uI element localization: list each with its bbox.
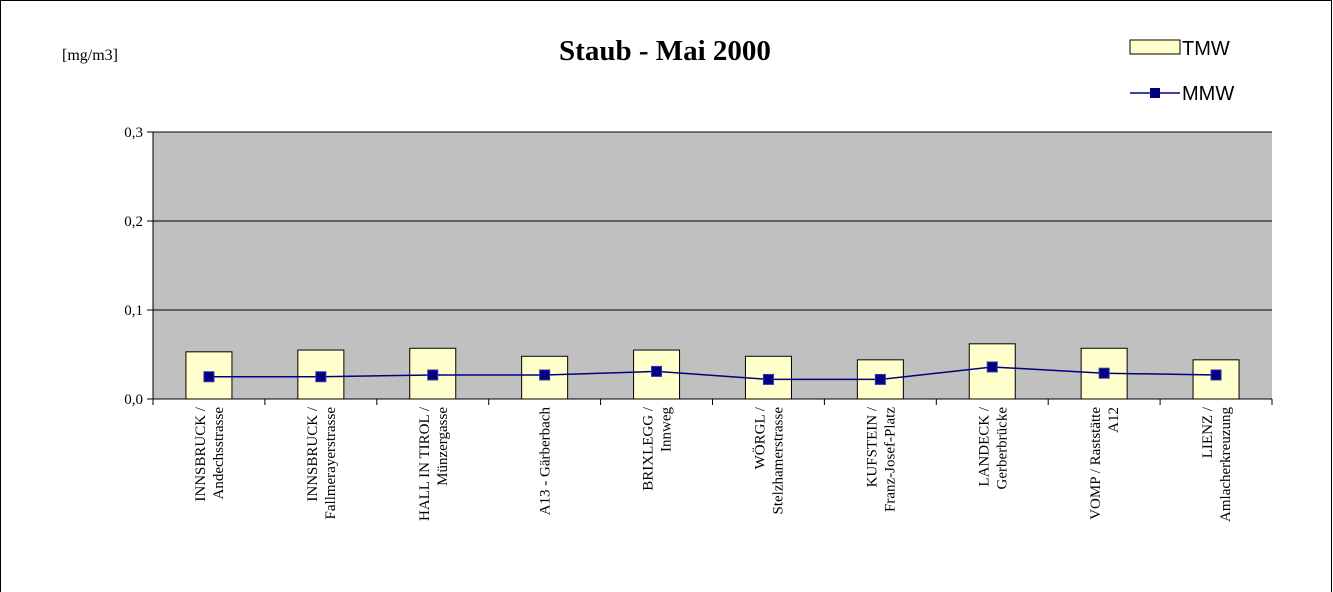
marker [539,369,551,381]
x-tick-label: Amlacherkreuzung [1218,407,1234,522]
y-tick-label: 0,3 [124,125,143,141]
x-tick-label: HALL IN TIROL / [417,406,433,521]
x-tick-label: INNSBRUCK / [193,406,209,501]
legend-label: TMW [1182,38,1230,60]
marker [427,369,439,381]
chart-title: Staub - Mai 2000 [559,35,771,67]
legend-swatch [1129,39,1181,55]
marker [986,361,998,373]
legend-label: MMW [1182,83,1234,105]
y-tick-label: 0,0 [124,392,143,408]
x-tick-label: LANDECK / [976,406,992,486]
marker [874,373,886,385]
x-tick-label: A13 - Gärberbach [538,407,554,516]
x-tick-label: Münzergasse [435,407,451,486]
x-tick-label: Fallmerayerstrasse [323,407,339,520]
x-tick-label: Franz-Josef-Platz [882,407,898,512]
x-tick-label: BRIXLEGG / [641,406,657,491]
legend-marker [1150,88,1160,98]
bar [521,355,569,400]
marker [1098,367,1110,379]
marker [651,365,663,377]
marker [315,371,327,383]
y-tick-label: 0,2 [124,214,143,230]
x-tick-label: LIENZ / [1200,406,1216,458]
marker [1210,369,1222,381]
y-axis-label: [mg/m3] [62,47,118,64]
x-tick-label: A12 [1106,407,1122,433]
x-tick-label: Andechsstrasse [211,407,227,500]
x-tick-label: INNSBRUCK / [305,406,321,501]
x-tick-label: Innweg [659,407,675,452]
marker [762,373,774,385]
marker [203,371,215,383]
x-tick-label: WÖRGL / [751,406,768,469]
x-tick-label: KUFSTEIN / [864,406,880,487]
x-tick-label: VOMP / Raststätte [1088,407,1104,520]
x-tick-label: Gerberbrücke [994,407,1010,490]
line [208,366,1217,381]
x-tick-label: Stelzhamerstrasse [770,407,786,515]
y-tick-label: 0,1 [124,303,143,319]
